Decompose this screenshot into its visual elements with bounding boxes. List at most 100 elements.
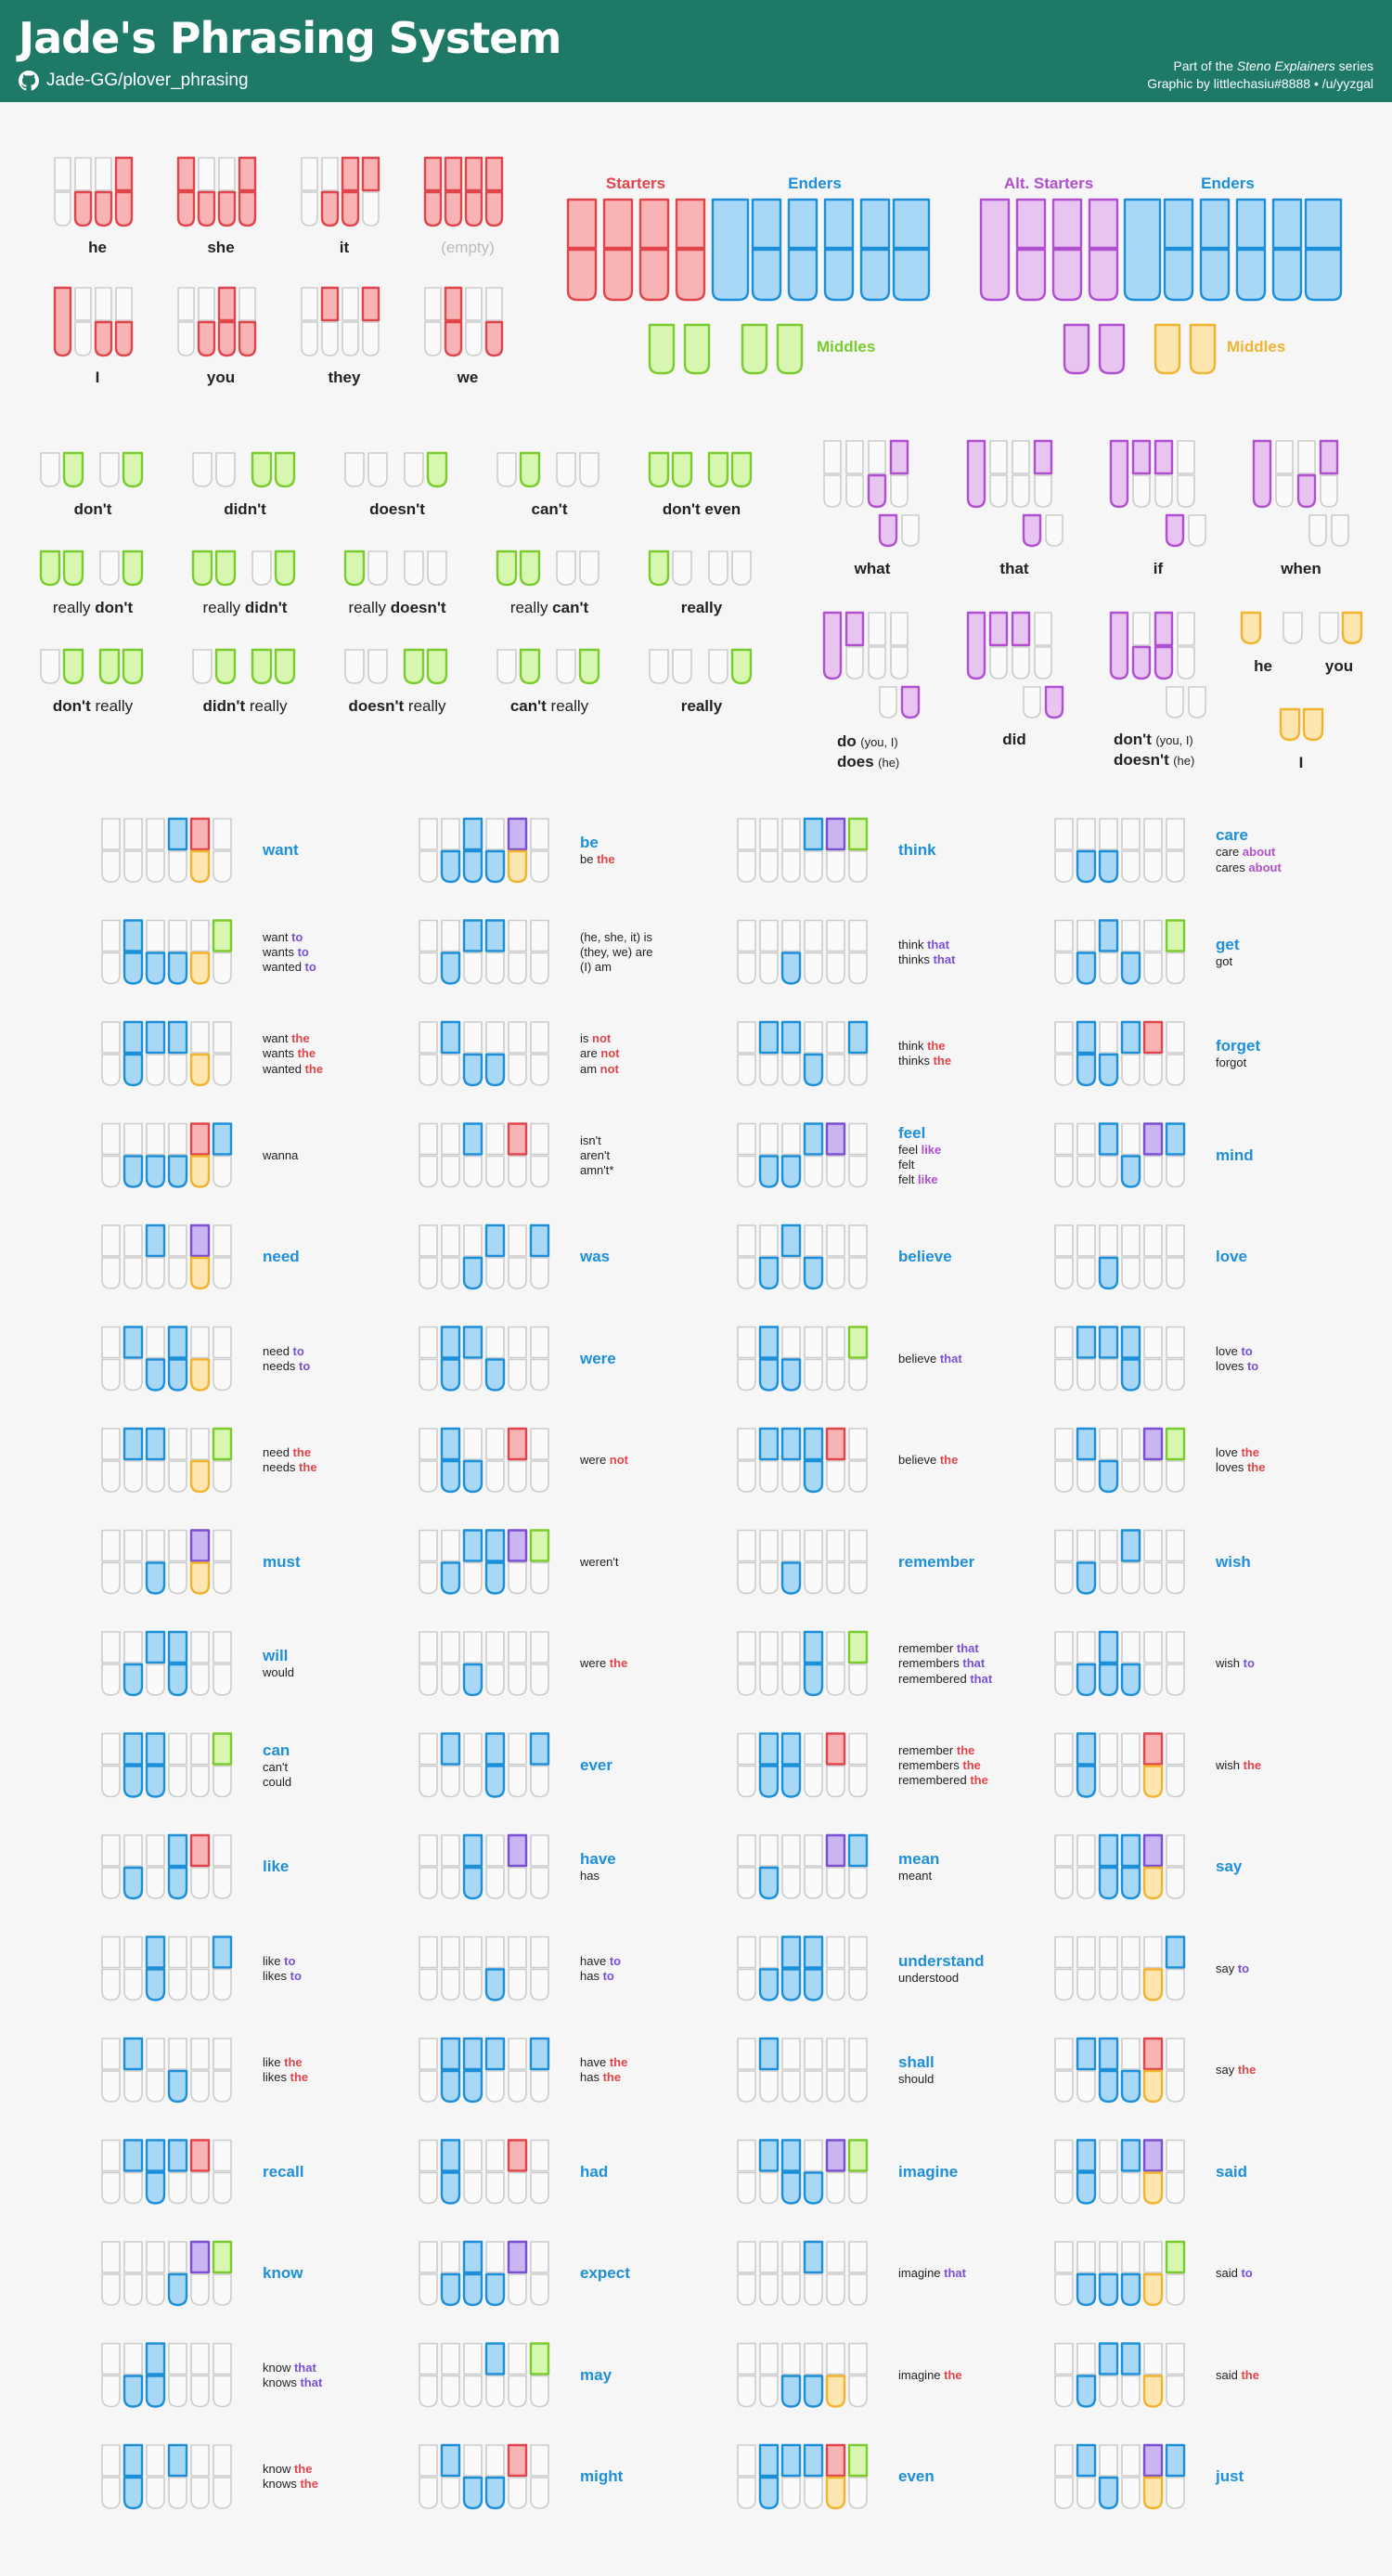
- verb-key-top: [441, 818, 460, 850]
- verb-key-bottom: [419, 1257, 438, 1289]
- verb-key-bottom: [848, 1155, 868, 1188]
- verb-key-top: [168, 1122, 187, 1156]
- verb-key-top: [1099, 1732, 1118, 1766]
- verb-key-top: [1142, 1122, 1164, 1156]
- pronoun-key-top: [238, 156, 257, 192]
- verb-key-bottom: [1166, 1968, 1185, 2001]
- verb-key-top: [1076, 2139, 1097, 2172]
- alt-key-top: [889, 439, 909, 475]
- verb-key-bottom: [804, 951, 823, 985]
- verb-key-top: [1054, 2038, 1074, 2070]
- alt-starter-key-top: [1015, 198, 1047, 250]
- verb-label: said the: [1216, 2367, 1259, 2382]
- verb-key-bottom: [463, 2171, 483, 2205]
- pronoun-key-bottom: [301, 321, 318, 356]
- verb-key-bottom: [146, 1054, 165, 1086]
- verb-key-top: [826, 919, 845, 952]
- verb-key-bottom: [146, 1663, 165, 1696]
- verb-key-top: [826, 2241, 845, 2273]
- verb-key-top: [1121, 1428, 1141, 1460]
- verb-key-top: [1121, 818, 1141, 850]
- verb-key-bottom: [1076, 1867, 1096, 1899]
- modifier-key: [274, 648, 296, 685]
- verb-key-bottom: [1143, 850, 1163, 883]
- verb-key-top: [781, 818, 801, 850]
- verb-label: mean meant: [898, 1850, 940, 1883]
- alt-key-bottom: [989, 646, 1008, 680]
- verb-key-top: [1076, 919, 1096, 952]
- verb-key-bottom: [189, 951, 211, 985]
- modifier-key: [214, 648, 237, 685]
- verb-key-top: [485, 1935, 505, 1969]
- verb-key-top: [441, 2342, 460, 2375]
- verb-key-top: [1142, 2037, 1164, 2071]
- verb-key-bottom: [1142, 1866, 1164, 1900]
- verb-key-top: [1054, 2342, 1074, 2375]
- verb-key-top: [847, 2139, 869, 2172]
- verb-key-top: [122, 2139, 144, 2172]
- modifier-key: [404, 550, 424, 586]
- verb-key-bottom: [1076, 2375, 1097, 2408]
- verb-key-bottom: [1120, 1155, 1141, 1188]
- verb-key-bottom: [101, 1358, 121, 1392]
- verb-key-top: [530, 2444, 549, 2477]
- pronoun-key-top: [301, 157, 318, 191]
- verb-key-bottom: [803, 2375, 824, 2408]
- verb-key-top: [1099, 1935, 1118, 1969]
- verb-key-bottom: [101, 2477, 121, 2509]
- verb-key-top: [781, 2038, 801, 2070]
- verb-key-bottom: [122, 1765, 144, 1798]
- verb-key-bottom: [826, 1867, 845, 1899]
- verb-key-bottom: [419, 1460, 438, 1493]
- verb-key-bottom: [508, 1867, 527, 1899]
- ender-key: [711, 198, 750, 302]
- verb-key-top: [737, 1326, 756, 1359]
- verb-key-bottom: [1054, 1663, 1074, 1696]
- pronoun-key-bottom: [73, 190, 93, 227]
- repo-link[interactable]: Jade-GG/plover_phrasing: [19, 71, 249, 91]
- verb-label: love to loves to: [1216, 1343, 1259, 1373]
- verb-key-top: [146, 1326, 165, 1359]
- verb-key-bottom: [508, 2070, 527, 2103]
- verb-key-bottom: [1143, 1257, 1163, 1289]
- modifier-key: [40, 452, 60, 487]
- verb-key-top: [441, 1224, 460, 1257]
- verb-label: love: [1216, 1248, 1248, 1265]
- verb-key-top: [213, 818, 232, 850]
- verb-key-top: [758, 1427, 780, 1461]
- verb-key-top: [1165, 1122, 1186, 1156]
- verb-label: know that knows that: [263, 2360, 323, 2389]
- verb-key-bottom: [530, 1358, 549, 1392]
- modifier-key: [427, 550, 447, 586]
- verb-key-top: [463, 1021, 483, 1054]
- verb-key-bottom: [1054, 1460, 1074, 1493]
- verb-key-top: [1076, 1732, 1097, 1766]
- verb-key-top: [1054, 1631, 1074, 1663]
- verb-key-bottom: [826, 951, 845, 985]
- verb-key-bottom: [1099, 1968, 1118, 2001]
- verb-key-top: [101, 818, 121, 850]
- verb-key-top: [440, 2037, 461, 2071]
- verb-key-top: [123, 1834, 143, 1867]
- alt-label-you: you: [1324, 657, 1354, 675]
- verb-key-bottom: [1098, 849, 1119, 884]
- verb-key-bottom: [167, 1663, 188, 1697]
- verb-key-top: [146, 919, 165, 952]
- verb-key-bottom: [101, 1867, 121, 1899]
- verb-key-top: [1076, 1529, 1096, 1562]
- verb-key-top: [419, 1021, 438, 1054]
- verb-label: must: [263, 1552, 301, 1571]
- modifier-key: [519, 550, 541, 587]
- verb-key-top: [101, 1631, 121, 1663]
- verb-key-top: [123, 1935, 143, 1969]
- verb-key-bottom: [826, 1054, 845, 1086]
- verb-key-top: [758, 1326, 780, 1359]
- verb-key-top: [737, 2342, 756, 2375]
- verb-key-top: [1121, 1122, 1141, 1156]
- verb-key-top: [145, 1935, 166, 1969]
- modifier-key: [251, 451, 273, 488]
- verb-key-bottom: [484, 1358, 506, 1392]
- verb-key-top: [1076, 1326, 1097, 1359]
- verb-key-bottom: [145, 1968, 166, 2001]
- alt-key-bottom: [1012, 474, 1030, 508]
